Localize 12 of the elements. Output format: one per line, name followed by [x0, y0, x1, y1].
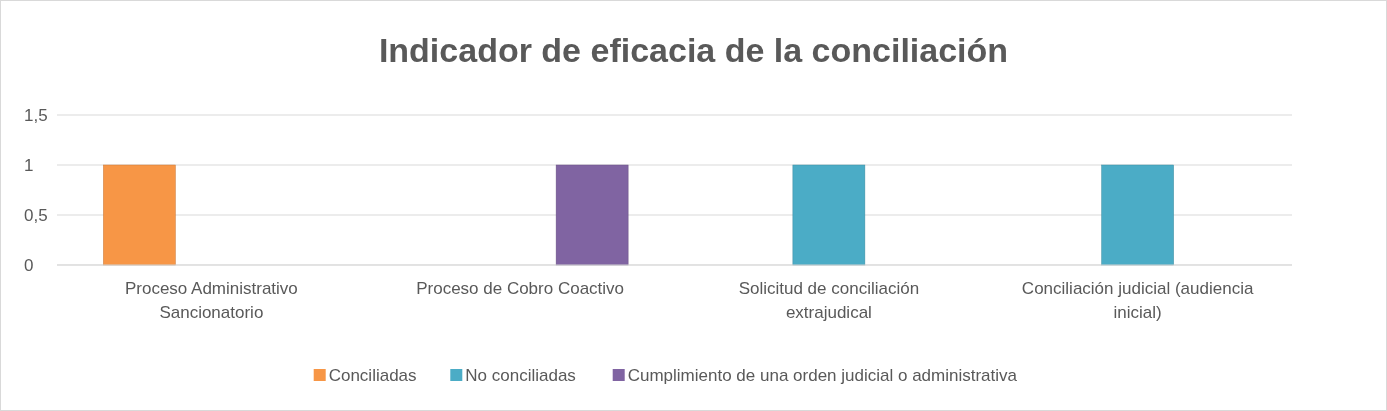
legend-label: No conciliadas: [465, 366, 576, 385]
x-tick-label: Proceso Administrativo Sancionatorio: [124, 279, 298, 322]
y-tick-label: 0: [24, 256, 34, 275]
y-tick-label: 0,5: [24, 206, 48, 225]
legend-label: Cumplimiento de una orden judicial o administrativa: [627, 366, 1018, 385]
chart-title: Indicador de eficacia de la conciliación: [378, 31, 1009, 69]
x-tick-label: Solicitud de conciliación extrajudical: [738, 279, 920, 322]
x-tick-label: Conciliación judicial (audiencia inicial): [1021, 279, 1254, 322]
x-tick-label: Proceso de Cobro Coactivo: [416, 279, 625, 298]
legend-label: Conciliadas: [328, 366, 417, 385]
y-tick-label: 1,5: [24, 106, 48, 125]
y-tick-label: 1: [24, 156, 34, 175]
